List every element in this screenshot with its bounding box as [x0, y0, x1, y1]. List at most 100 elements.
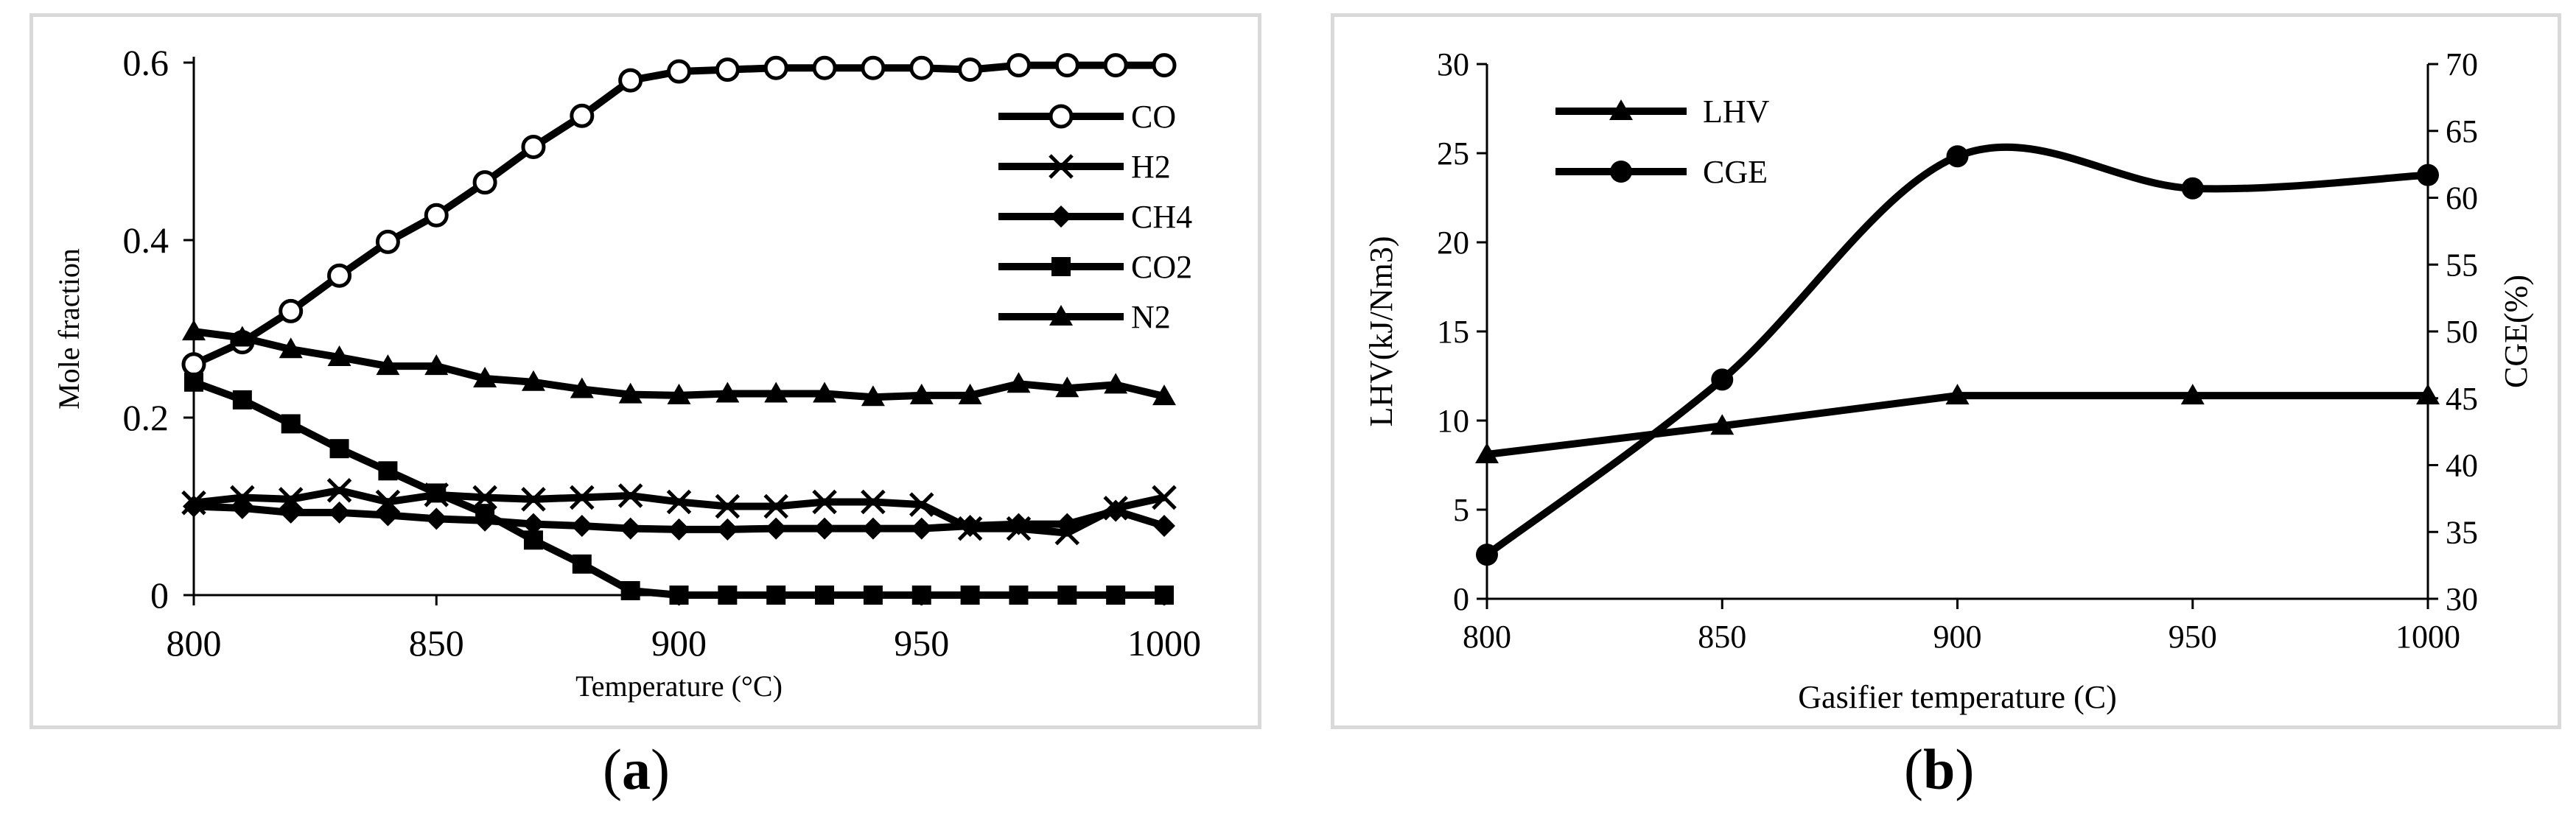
data-point-co: [812, 55, 837, 80]
data-point-n2: [521, 370, 545, 391]
data-point-co2: [378, 461, 398, 481]
data-point-co2: [184, 372, 203, 392]
data-point-n2: [182, 320, 206, 341]
data-point-cge: [2417, 164, 2439, 186]
data-point-ch4: [959, 515, 981, 538]
legend-marker-n2: [1049, 305, 1073, 326]
data-point-ch4: [425, 507, 448, 530]
data-point-co: [424, 203, 449, 228]
data-point-co2: [232, 390, 252, 410]
data-point-n2: [1104, 373, 1128, 394]
data-point-co2: [766, 586, 786, 605]
x-tick-label: 850: [409, 622, 464, 664]
x-tick-label: 950: [894, 622, 949, 664]
chart-panel-a: 0 0.2 0.4 0.6 800 850 900 950 1000 Temperature (°…: [29, 13, 1261, 729]
data-point-co: [958, 57, 983, 82]
right-y-tick-label: 55: [2446, 247, 2478, 283]
data-point-co2: [329, 439, 349, 459]
data-point-co2: [815, 586, 835, 605]
data-point-h2: [617, 483, 643, 508]
data-point-n2: [279, 337, 303, 359]
data-point-ch4: [231, 496, 253, 519]
data-point-co: [570, 103, 595, 128]
data-point-co2: [620, 580, 640, 600]
data-point-ch4: [377, 504, 399, 527]
chart-b-svg: 0 5 10 15 20 25 30 30 35 40 45 50 55 60 65 70 800 850 900 9…: [1363, 46, 2534, 715]
data-point-h2: [1152, 485, 1177, 510]
right-y-tick-label: 35: [2446, 514, 2478, 550]
right-y-tick-label: 50: [2446, 314, 2478, 350]
data-point-ch4: [279, 501, 302, 524]
x-tick-label: 900: [651, 622, 707, 664]
data-point-ch4: [183, 495, 205, 518]
left-y-axis-title: LHV(kJ/Nm3): [1363, 236, 1399, 426]
subfigure-label-a: (a): [603, 737, 670, 801]
data-point-ch4: [619, 517, 642, 540]
right-y-tick-label: 65: [2446, 113, 2478, 150]
right-y-tick-label: 30: [2446, 581, 2478, 617]
right-y-axis-title: CGE(%): [2498, 275, 2534, 388]
series-line-cge: [1485, 143, 2429, 558]
subfigure-label-a-letter: a: [621, 737, 651, 801]
y-axis-title: Mole fraction: [52, 248, 85, 410]
data-point-co: [375, 229, 400, 254]
data-point-ch4: [813, 517, 836, 540]
data-point-co: [1152, 53, 1177, 78]
data-point-n2: [1007, 372, 1031, 393]
data-point-n2: [1152, 384, 1176, 406]
data-point-h2: [861, 489, 886, 515]
legend-marker-co2: [1051, 257, 1071, 276]
data-point-n2: [764, 382, 788, 403]
data-point-n2: [909, 383, 934, 404]
data-point-n2: [230, 326, 254, 347]
data-point-co: [472, 170, 497, 195]
chart-panel-b: 0 5 10 15 20 25 30 30 35 40 45 50 55 60 65 70 800 850 900 9…: [1331, 13, 2561, 729]
data-point-co2: [475, 504, 495, 524]
y-tick-label: 0.4: [123, 219, 169, 261]
data-point-ch4: [668, 518, 690, 541]
data-point-co: [667, 59, 691, 84]
legend-label-co: CO: [1131, 99, 1176, 135]
legend-marker-cge: [1610, 161, 1632, 183]
data-point-co2: [1057, 586, 1077, 605]
left-y-tick-label: 5: [1453, 492, 1469, 528]
left-y-tick-label: 25: [1437, 136, 1469, 172]
data-point-n2: [958, 383, 982, 404]
left-y-tick-label: 30: [1437, 46, 1469, 82]
data-point-n2: [473, 366, 497, 387]
data-point-n2: [424, 354, 449, 376]
data-point-co2: [281, 414, 301, 434]
data-point-lhv: [2180, 384, 2205, 405]
data-point-co2: [1106, 586, 1126, 605]
right-y-tick-label: 40: [2446, 448, 2478, 484]
data-point-co2: [1009, 586, 1029, 605]
x-tick-label: 800: [167, 622, 222, 664]
subfigure-label-b: (b): [1904, 737, 1975, 801]
data-point-h2: [812, 489, 837, 515]
right-y-tick-label: 70: [2446, 46, 2478, 82]
data-point-cge: [1711, 368, 1734, 391]
x-tick-label: 1000: [1127, 622, 1201, 664]
data-point-co: [861, 55, 886, 80]
data-point-ch4: [570, 515, 593, 538]
x-tick-label: 950: [2169, 619, 2217, 655]
data-point-co: [327, 263, 352, 288]
legend-marker-ch4: [1050, 205, 1072, 228]
data-point-ch4: [861, 517, 884, 540]
data-point-ch4: [716, 518, 739, 541]
left-y-tick-label: 0: [1453, 581, 1469, 617]
data-point-h2: [666, 489, 692, 515]
data-point-co2: [523, 530, 543, 550]
data-point-co: [521, 134, 546, 159]
data-point-n2: [715, 382, 740, 403]
x-axis-title: Temperature (°C): [575, 669, 783, 703]
data-point-ch4: [1007, 513, 1030, 535]
data-point-ch4: [765, 517, 788, 540]
data-point-co: [181, 352, 206, 377]
data-point-ch4: [328, 501, 351, 524]
data-point-h2: [326, 478, 352, 503]
data-point-co: [618, 68, 643, 93]
data-point-co2: [911, 586, 931, 605]
legend-label-h2: H2: [1131, 149, 1171, 185]
legend-label-cge: CGE: [1703, 154, 1768, 190]
